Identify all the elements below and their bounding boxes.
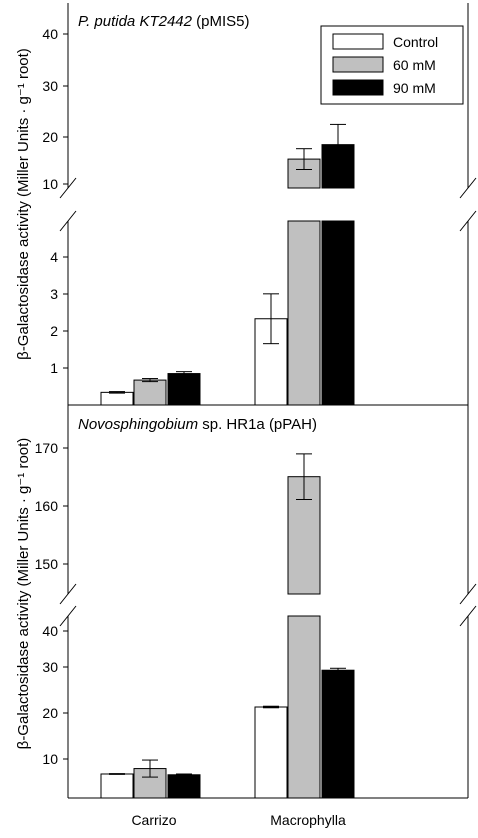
axis-break-mask <box>463 594 473 616</box>
legend-swatch <box>332 79 384 96</box>
y-tick-label: 30 <box>42 659 58 675</box>
y-axis-label: β-Galactosidase activity (Miller Units ·… <box>15 48 32 360</box>
bar <box>167 774 201 799</box>
bar <box>100 391 134 406</box>
bar <box>133 379 167 406</box>
y-tick-label: 160 <box>35 498 59 514</box>
axis-break-mask <box>463 188 473 221</box>
y-tick-label: 150 <box>35 556 59 572</box>
y-tick-label: 40 <box>42 26 58 42</box>
legend: Control 60 mM 90 mM <box>320 25 464 105</box>
bar <box>287 220 321 406</box>
axis-break-band <box>70 600 466 610</box>
axis-break-mask <box>63 188 73 221</box>
x-category-label: Macrophylla <box>270 812 346 828</box>
y-tick-label: 20 <box>42 705 58 721</box>
y-tick-label: 4 <box>50 249 58 265</box>
bar <box>321 220 355 406</box>
x-category-label: Carrizo <box>131 812 176 828</box>
y-tick-label: 1 <box>50 360 58 376</box>
panel-top: 1 2 3 4 10 20 30 40 P. putida KT2442 (pMIS5) β-Ga… <box>15 3 477 406</box>
y-tick-label: 10 <box>42 176 58 192</box>
bar <box>287 615 321 799</box>
y-tick-label: 10 <box>42 751 58 767</box>
legend-label: 60 mM <box>393 57 436 73</box>
y-tick-label: 40 <box>42 623 58 639</box>
bar <box>167 373 201 406</box>
bar <box>254 706 288 799</box>
panel-bottom: 10 20 30 40 150 160 170 Novosphingobium sp. HR1… <box>15 405 477 799</box>
panel-title: P. putida KT2442 (pMIS5) <box>78 13 250 30</box>
y-tick-label: 3 <box>50 286 58 302</box>
bar <box>321 669 355 799</box>
panel-title-part: P. putida KT2442 <box>78 13 193 30</box>
legend-swatch <box>332 56 384 73</box>
panel-title: Novosphingobium sp. HR1a (pPAH) <box>78 416 317 433</box>
bar <box>100 773 134 799</box>
y-tick-label: 30 <box>42 78 58 94</box>
y-tick-label: 170 <box>35 440 59 456</box>
axis-break-band <box>70 194 466 215</box>
legend-label: Control <box>393 34 438 50</box>
y-tick-label: 20 <box>42 129 58 145</box>
panel-title-part: sp. HR1a (pPAH) <box>198 416 317 433</box>
legend-label: 90 mM <box>393 80 436 96</box>
panel-title-part: (pMIS5) <box>192 13 250 30</box>
legend-swatch <box>332 33 384 50</box>
y-tick-label: 2 <box>50 323 58 339</box>
panel-title-part: Novosphingobium <box>78 416 198 433</box>
axis-break-mask <box>63 594 73 616</box>
y-axis-label: β-Galactosidase activity (Miller Units ·… <box>15 438 32 750</box>
